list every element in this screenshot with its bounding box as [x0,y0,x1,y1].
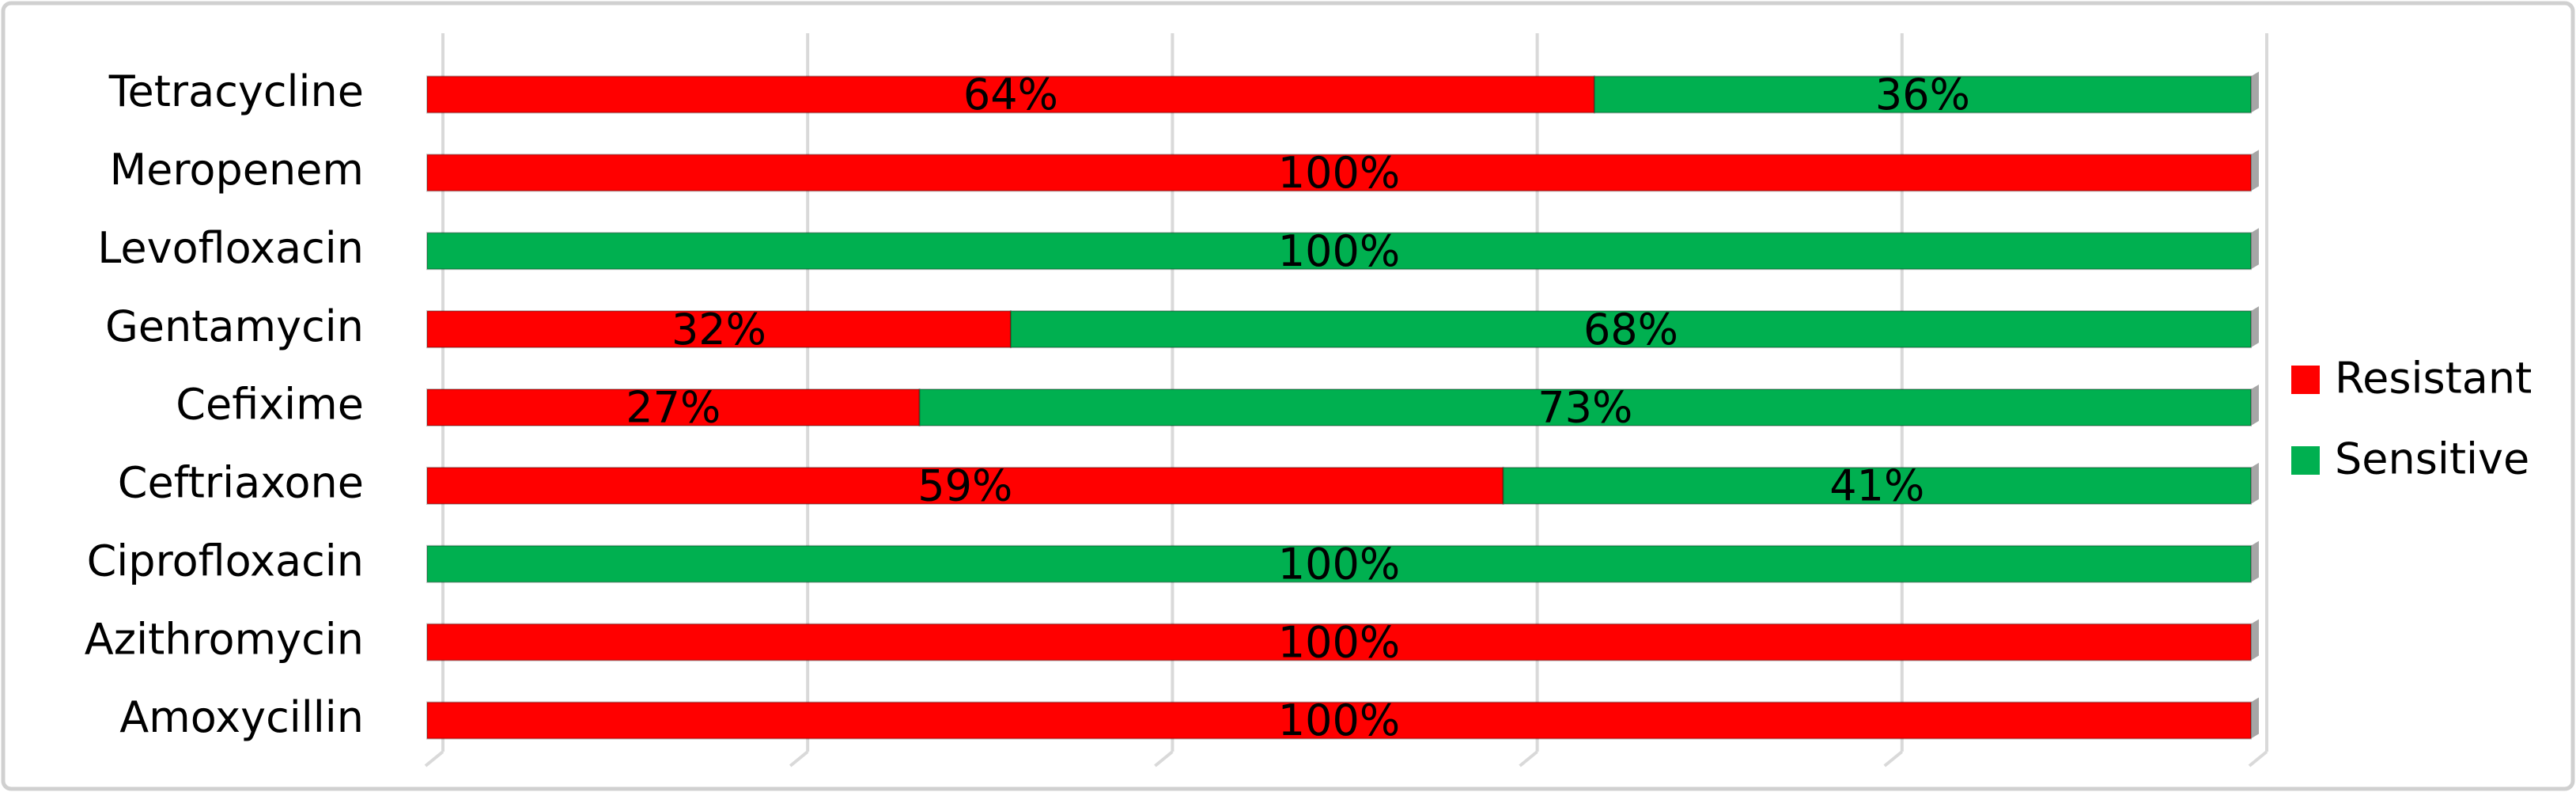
data-label: 59% [917,461,1012,511]
bar-segment [1593,75,2252,114]
bar-depth [2251,150,2259,191]
bar-depth [2251,71,2259,113]
bar-segment [426,75,1595,114]
grid-foot [1154,750,1174,767]
bar-segment [426,466,1504,505]
bar-depth [2251,462,2259,504]
y-tick-label: Ceftriaxone [118,458,364,508]
bar-segment [426,310,1012,349]
legend-label: Sensitive [2335,434,2529,484]
bar-segment [426,232,2252,271]
grid-foot [1519,750,1538,767]
bar-segment [426,623,2252,661]
data-label: 100% [1278,539,1400,589]
data-label: 73% [1538,383,1632,433]
bar-depth [2251,385,2259,426]
y-tick-label: Meropenem [110,145,364,195]
y-tick-label: Azithromycin [85,614,364,664]
bar-segment [426,544,2252,583]
data-label: 100% [1278,617,1400,667]
bar-segment [426,388,921,426]
bar-depth [2251,228,2259,270]
legend-swatch [2291,446,2320,475]
bar-segment [1009,310,2252,349]
bar-depth [2251,697,2259,739]
data-label: 36% [1875,70,1970,119]
grid-foot [789,750,809,767]
bar-depth [2251,306,2259,348]
data-label: 41% [1829,461,1924,511]
y-tick-label: Gentamycin [105,301,364,351]
data-label: 100% [1278,695,1400,745]
bar-segment [1502,466,2253,505]
grid-foot [1883,750,1904,767]
data-label: 32% [671,305,766,354]
bar-depth [2251,619,2259,661]
y-tick-label: Ciprofloxacin [87,536,364,585]
y-tick-label: Cefixime [176,380,364,430]
bar-depth [2251,540,2259,582]
bar-segment [426,701,2252,740]
data-label: 100% [1278,148,1400,198]
grid-foot [2248,750,2268,767]
legend-label: Resistant [2335,354,2532,404]
grid-foot [424,750,444,767]
bar-segment [918,388,2252,426]
legend-swatch [2291,366,2320,394]
bar-segment [426,153,2252,192]
data-label: 68% [1583,305,1678,354]
data-label: 100% [1278,226,1400,276]
data-label: 27% [626,383,721,433]
y-tick-label: Levofloxacin [97,223,364,273]
data-label: 64% [963,70,1058,119]
y-tick-label: Amoxycillin [119,692,364,742]
y-tick-label: Tetracycline [108,66,364,116]
